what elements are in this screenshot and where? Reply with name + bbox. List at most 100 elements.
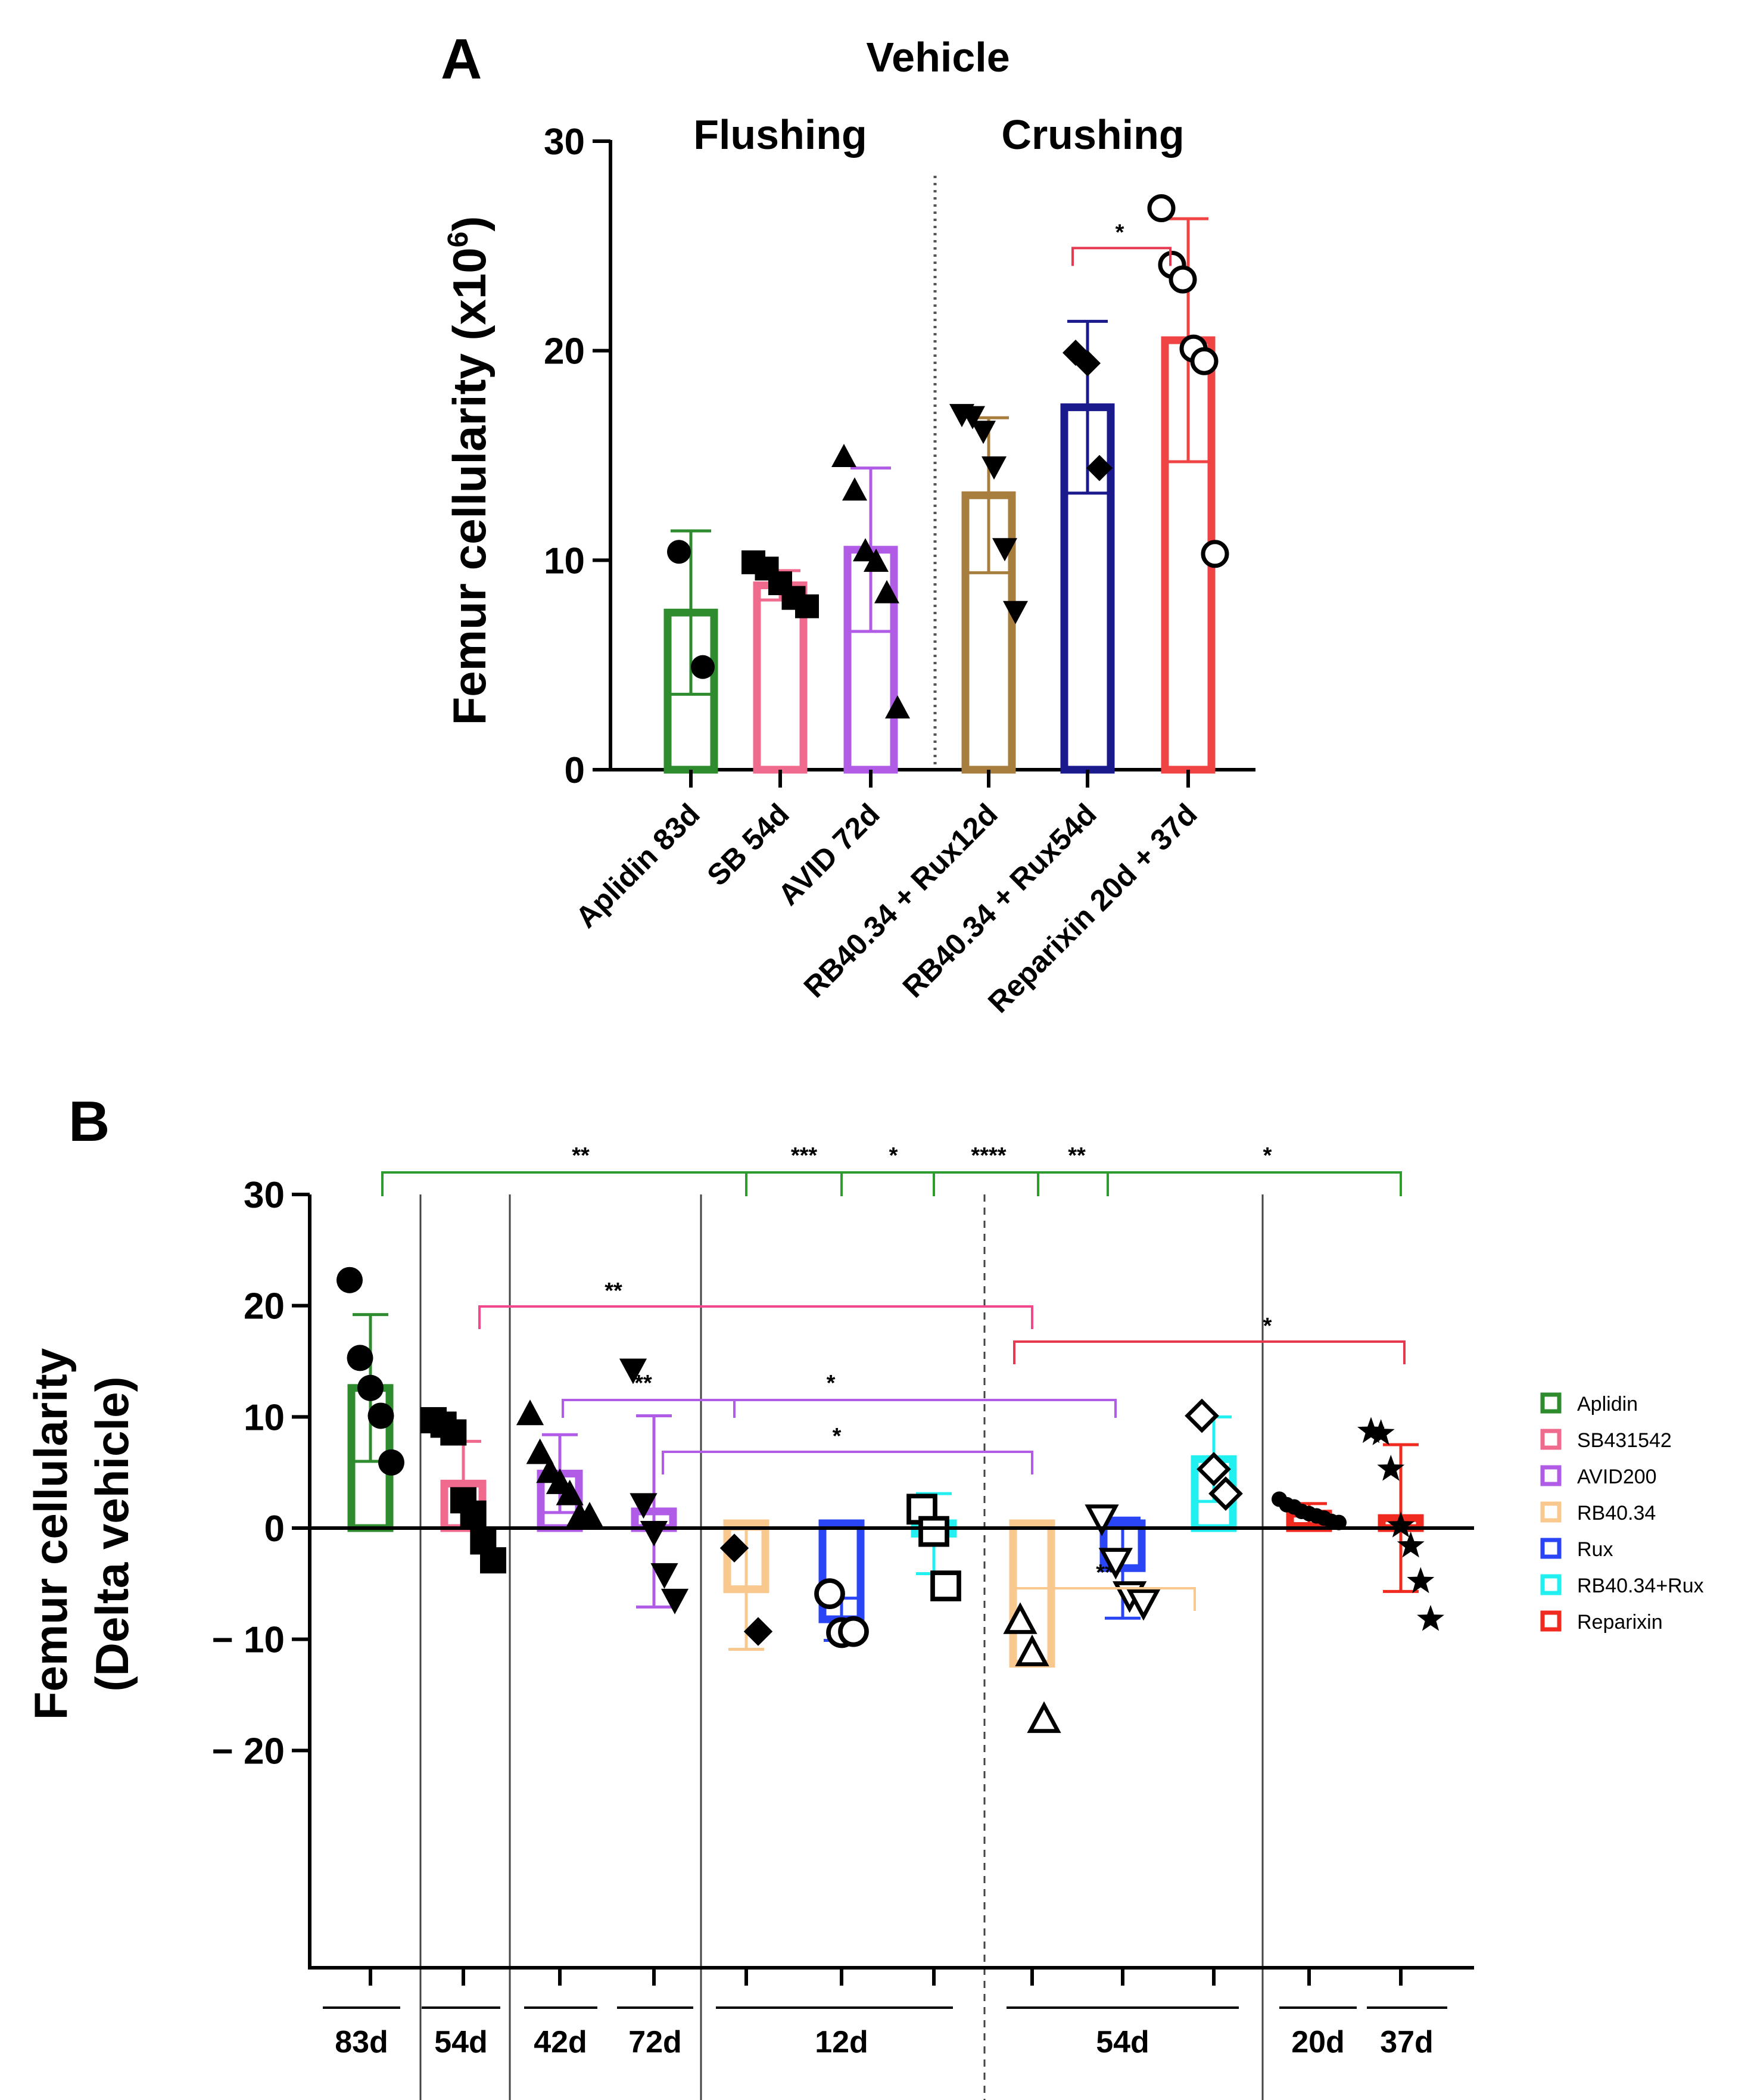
- panel-b-point-3-3: [650, 1563, 678, 1589]
- panel-a-point-2-1: [842, 477, 867, 501]
- panel-b-legend-swatch-2: [1540, 1465, 1562, 1486]
- panel-b-green-sig-label-5: *: [1263, 1143, 1272, 1168]
- panel-b-point-8-3: [1126, 1589, 1161, 1621]
- panel-b-sig-peach-line: [1013, 1587, 1196, 1611]
- panel-a-sig-0-line: [1071, 247, 1172, 266]
- panel-b-point-11-4: [1397, 1531, 1425, 1558]
- panel-b-point-11-6: [1417, 1604, 1444, 1631]
- panel-a-point-5-5: [1201, 540, 1229, 568]
- panel-b-legend-label-6: Reparixin: [1577, 1611, 1663, 1634]
- panel-a-point-2-4: [874, 580, 899, 603]
- panel-b-sig-peach-label: **: [1096, 1560, 1114, 1585]
- panel-b-point-0-3: [367, 1402, 394, 1429]
- panel-b-legend-swatch-3: [1540, 1501, 1562, 1523]
- panel-b-green-sig-label-1: ***: [791, 1143, 818, 1168]
- panel-b-green-sig-label-0: **: [572, 1143, 590, 1168]
- panel-b-point-1-6: [480, 1547, 506, 1574]
- panel-b-group-label-7: 37d: [1380, 2025, 1434, 2059]
- panel-a-label: A: [441, 27, 482, 91]
- panel-b-point-4-1: [743, 1617, 773, 1646]
- panel-b-point-7-0: [1003, 1602, 1037, 1634]
- panel-a-point-3-4: [992, 538, 1017, 562]
- panel-a-point-3-1: [960, 406, 985, 430]
- panel-b-ytick-label-0: − 20: [212, 1731, 285, 1772]
- panel-a-point-3-5: [1003, 601, 1028, 624]
- panel-b-point-11-3: [1387, 1511, 1414, 1538]
- panel-a-sig-0-label: *: [1116, 220, 1124, 245]
- panel-a-point-3-2: [971, 421, 996, 444]
- panel-b-point-2-4: [556, 1479, 584, 1505]
- panel-b-y-ticks: − 20 − 10 0 10 20 30: [212, 1175, 310, 1772]
- panel-b-bars: [308, 1267, 1474, 1986]
- panel-b-point-11-2: [1377, 1454, 1405, 1481]
- panel-b-point-0-2: [357, 1374, 384, 1401]
- panel-b-point-0-0: [337, 1267, 363, 1293]
- panel-b-green-sig-label-2: *: [889, 1143, 898, 1168]
- panel-b-legend-swatch-1: [1540, 1429, 1562, 1450]
- panel-b-green-bracket-main: [381, 1171, 1402, 1196]
- panel-b-sig-red-label: *: [1263, 1314, 1272, 1339]
- panel-b-y-axis-label-line1: Femur cellularity: [24, 1348, 77, 1720]
- panel-a-point-5-4: [1190, 347, 1219, 375]
- panel-a-point-0-0: [667, 540, 691, 564]
- panel-b-sig-purple2-label: *: [833, 1424, 842, 1449]
- panel-b-point-6-1: [918, 1516, 949, 1547]
- panel-b-legend-swatch-0: [1540, 1392, 1562, 1414]
- panel-b-point-5-2: [838, 1616, 869, 1647]
- panel-a-y-ticks: 0 10 20 30: [544, 122, 610, 791]
- panel-a-ytick-label-2: 20: [544, 331, 585, 372]
- panel-a-ytick-label-1: 10: [544, 540, 585, 581]
- panel-b-point-4-0: [719, 1533, 749, 1563]
- panel-b-label: B: [68, 1090, 110, 1153]
- panel-b-point-2-1: [526, 1438, 554, 1464]
- panel-b-ytick-label-1: − 10: [212, 1620, 285, 1661]
- panel-b-dividers: [419, 1194, 1264, 2100]
- panel-b-point-0-4: [378, 1449, 404, 1476]
- panel-a-point-5-2: [1169, 265, 1197, 294]
- panel-b-point-0-1: [347, 1345, 373, 1371]
- panel-b-point-7-2: [1027, 1701, 1061, 1733]
- panel-b-legend-swatch-6: [1540, 1610, 1562, 1632]
- panel-b-point-11-5: [1407, 1567, 1435, 1594]
- panel-b-group-label-1: 54d: [434, 2025, 488, 2059]
- panel-b-green-sig-label-4: **: [1068, 1143, 1086, 1168]
- panel-b-point-1-2: [440, 1419, 467, 1446]
- panel-b-sig-purple-main: [562, 1399, 1117, 1418]
- panel-b-point-2-0: [516, 1399, 544, 1426]
- panel-b-y-axis-label-line2: (Delta vehicle): [86, 1377, 138, 1692]
- panel-a-significance: *: [1071, 220, 1172, 266]
- panel-a-point-4-2: [1086, 455, 1113, 481]
- panel-b-sig-purple2-line: [662, 1451, 1033, 1474]
- panel-b-sig-red-line: [1013, 1340, 1406, 1364]
- panel-b-legend-label-3: RB40.34: [1577, 1502, 1656, 1525]
- panel-b-point-9-0: [1185, 1398, 1219, 1433]
- panel-a-y-axis-label: Femur cellularity (x106): [443, 216, 496, 726]
- panel-b-point-3-0: [619, 1358, 647, 1385]
- panel-b-group-label-0: 83d: [335, 2025, 388, 2059]
- panel-b-ytick-label-5: 30: [244, 1175, 285, 1216]
- panel-b-ytick-label-4: 20: [244, 1286, 285, 1327]
- panel-a-subtitle-flushing: Flushing: [693, 111, 867, 158]
- panel-a-point-4-1: [1074, 350, 1101, 377]
- panel-a-title: Vehicle: [866, 34, 1010, 80]
- panel-b-sig-purple-label-0: **: [634, 1371, 652, 1396]
- panel-a-bars: [663, 194, 1229, 788]
- panel-a-ytick-label-3: 30: [544, 122, 585, 163]
- panel-b-group-label-5: 54d: [1096, 2025, 1149, 2059]
- panel-b-sig-pink-label: **: [605, 1278, 622, 1303]
- panel-b-sig-pink-line: [478, 1305, 1033, 1329]
- panel-b-group-label-6: 20d: [1291, 2025, 1345, 2059]
- panel-a-point-2-5: [885, 695, 910, 719]
- panel-b-legend-label-0: Aplidin: [1577, 1393, 1638, 1415]
- panel-a-ytick-label-0: 0: [565, 750, 585, 791]
- panel-b-legend-label-1: SB431542: [1577, 1429, 1672, 1452]
- panel-b-point-9-1: [1197, 1452, 1231, 1486]
- panel-b-green-sig-label-3: ****: [971, 1143, 1006, 1168]
- panel-b-sig-purple-label-1: *: [827, 1371, 836, 1396]
- panel-b-significance: ** *** * **** ** ****** ****: [381, 1143, 1406, 1611]
- panel-b-point-8-1: [1098, 1548, 1133, 1580]
- panel-a-point-5-0: [1147, 194, 1176, 223]
- panel-b-point-1-4: [460, 1500, 487, 1527]
- panel-b-point-6-2: [930, 1570, 961, 1601]
